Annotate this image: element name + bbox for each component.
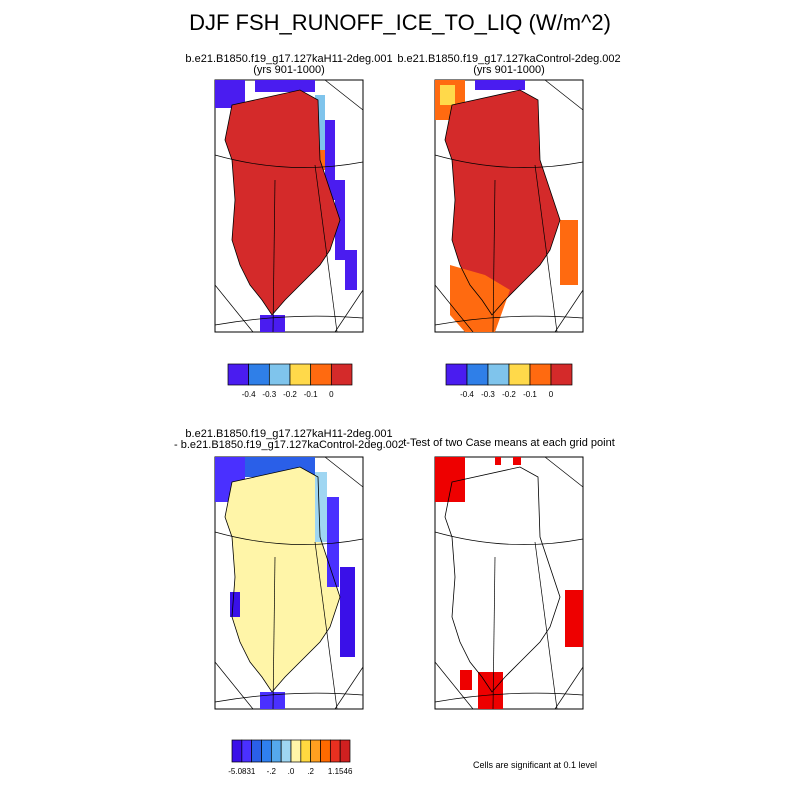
colorbar-box — [445, 363, 468, 386]
colorbar-box — [251, 739, 262, 763]
panel-title: (yrs 901-1000) — [253, 64, 325, 76]
colorbar-label: .0 — [288, 767, 295, 776]
colorbar-box — [320, 739, 331, 763]
colorbar-box — [487, 363, 510, 386]
colorbar-label: -0.1 — [304, 390, 318, 399]
colorbar-box — [339, 739, 351, 763]
colorbar-box — [466, 363, 489, 386]
panel-title: - b.e21.B1850.f19_g17.127kaControl-2deg.… — [174, 439, 404, 451]
colorbar-label: -0.2 — [283, 390, 297, 399]
panel-title: b.e21.B1850.f19_g17.127kaControl-2deg.00… — [397, 53, 620, 65]
note: Cells are significant at 0.1 level — [473, 760, 597, 770]
colorbar-label: -0.4 — [460, 390, 474, 399]
colorbar-box — [529, 363, 552, 386]
colorbar-box — [329, 739, 341, 763]
panel-title: b.e21.B1850.f19_g17.127kaH11-2deg.001 — [185, 428, 392, 440]
colorbar-label: -5.0831 — [228, 767, 256, 776]
colorbar-label: -0.4 — [242, 390, 256, 399]
colorbar-box — [248, 363, 270, 386]
colorbar-box — [330, 363, 353, 386]
colorbar-box — [268, 363, 291, 386]
colorbar-box — [289, 363, 312, 386]
colorbar-label: -0.3 — [481, 390, 495, 399]
map-panel — [434, 456, 584, 710]
panel-title: t-Test of two Case means at each grid po… — [403, 437, 615, 449]
colorbar-box — [261, 739, 272, 763]
map-panel — [434, 79, 584, 333]
colorbar-box — [310, 739, 321, 763]
colorbar-label: 1.1546 — [328, 767, 353, 776]
colorbar-label: 0 — [329, 390, 334, 399]
colorbar-box — [231, 739, 243, 763]
colorbar-label: -0.3 — [262, 390, 276, 399]
colorbar-box — [241, 739, 253, 763]
colorbar-box — [290, 739, 302, 763]
figure-title: DJF FSH_RUNOFF_ICE_TO_LIQ (W/m^2) — [189, 10, 611, 35]
map-panel — [214, 456, 364, 710]
colorbar-box — [508, 363, 531, 386]
colorbar-label: -0.2 — [502, 390, 516, 399]
colorbar-box — [280, 739, 292, 763]
panel-title: (yrs 901-1000) — [473, 64, 545, 76]
colorbar-box — [270, 739, 282, 763]
colorbar-box — [550, 363, 573, 386]
colorbar-box — [300, 739, 312, 763]
colorbar-label: .2 — [307, 767, 314, 776]
colorbar-label: 0 — [549, 390, 554, 399]
map-panel — [214, 79, 364, 333]
colorbar-label: -0.1 — [523, 390, 537, 399]
colorbar-label: -.2 — [267, 767, 277, 776]
colorbar-box — [227, 363, 250, 386]
panel-title: b.e21.B1850.f19_g17.127kaH11-2deg.001 — [185, 53, 392, 65]
colorbar-box — [310, 363, 332, 386]
